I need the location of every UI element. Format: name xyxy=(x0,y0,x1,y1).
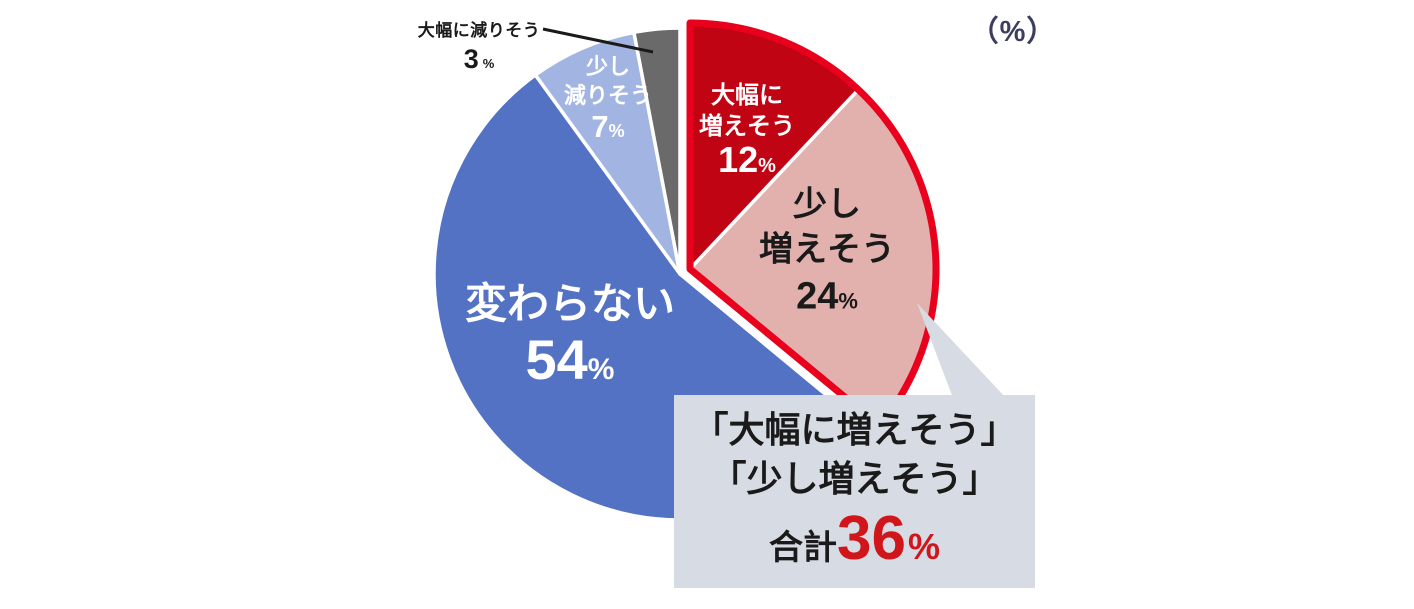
slice-label-line: 少し xyxy=(585,54,631,79)
slice-label-line: 減りそう xyxy=(563,83,653,108)
leader-line-decrease-greatly xyxy=(542,27,654,54)
callout-total: 合計 36 % xyxy=(769,508,940,570)
outside-label-value: 3% xyxy=(463,44,495,74)
callout-line-2: 「少し増えそう」 xyxy=(710,458,999,499)
slice-label-line: 増えそう xyxy=(699,113,795,140)
pie-slice-4 xyxy=(632,26,682,276)
highlight-group-outline xyxy=(686,19,940,430)
callout-pointer xyxy=(917,303,1006,398)
slice-label-2: 変わらない 54% xyxy=(465,277,675,397)
callout-total-percent-sign: % xyxy=(907,526,940,567)
slice-label-line: 増えそう xyxy=(759,230,895,269)
slice-value: 54% xyxy=(465,332,675,397)
callout-line-1: 「大幅に増えそう」 xyxy=(692,409,1017,450)
outside-label-decrease-greatly: 大幅に減りそう 3% xyxy=(400,16,558,75)
callout-total-value: 36 xyxy=(837,504,906,573)
slice-value-percent-sign: % xyxy=(758,155,776,177)
slice-value-number: 7 xyxy=(591,109,609,144)
slice-label-line: 大幅に xyxy=(711,82,783,109)
unit-label-percent: （%） xyxy=(969,16,1057,48)
slice-label-line: 少し xyxy=(793,185,861,224)
slice-label-line: 変わらない xyxy=(464,280,676,327)
slice-label-0: 大幅に増えそう 12% xyxy=(699,80,795,182)
slice-value: 24% xyxy=(759,275,895,324)
slice-value-number: 24 xyxy=(796,275,839,318)
slice-value-number: 54 xyxy=(525,328,588,391)
slice-label-3: 少し減りそう 7% xyxy=(564,52,652,146)
slice-value: 7% xyxy=(564,109,652,146)
slice-value-percent-sign: % xyxy=(587,353,615,386)
slice-value-percent-sign: % xyxy=(838,288,858,314)
slice-value: 12% xyxy=(699,142,795,182)
callout-total-prefix: 合計 xyxy=(769,529,837,567)
callout-box: 「大幅に増えそう」 「少し増えそう」 合計 36 % xyxy=(674,395,1035,588)
outside-label-text: 大幅に減りそう xyxy=(417,21,541,40)
slice-value-percent-sign: % xyxy=(608,121,625,141)
slice-value-number: 12 xyxy=(718,139,759,180)
slice-label-1: 少し増えそう 24% xyxy=(759,183,895,324)
